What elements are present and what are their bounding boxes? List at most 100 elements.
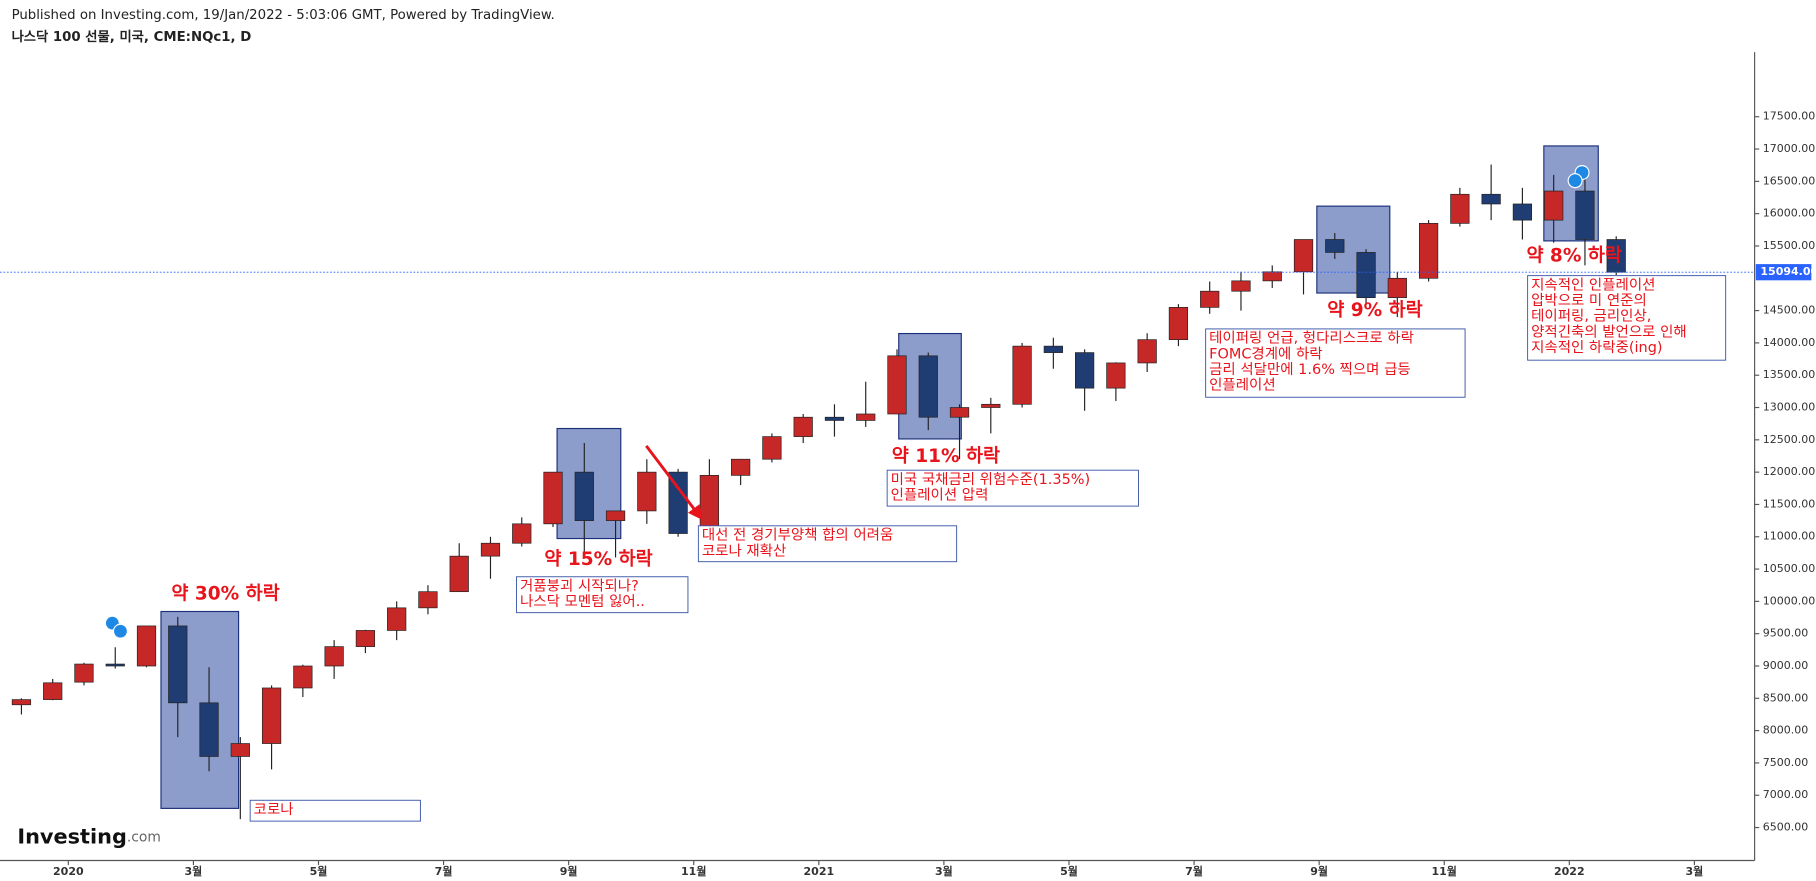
y-tick-label: 9000.00 xyxy=(1763,659,1809,672)
note-box xyxy=(886,469,1139,507)
candle-body xyxy=(1106,362,1126,389)
y-tick-label: 8000.00 xyxy=(1763,724,1809,737)
candle-body xyxy=(449,555,469,593)
candle-body xyxy=(418,591,438,609)
candle-body xyxy=(887,355,907,415)
x-tick-label: 2022 xyxy=(1554,865,1585,878)
drawdown-label: 약 8% 하락 xyxy=(1526,244,1621,266)
y-tick-label: 6500.00 xyxy=(1763,821,1809,834)
y-tick-label: 16000.00 xyxy=(1763,207,1816,220)
x-tick-label: 3월 xyxy=(1686,864,1704,878)
note-text: 테이퍼링 언급, 헝다리스크로 하락 xyxy=(1209,330,1414,347)
x-tick-label: 5월 xyxy=(310,864,328,878)
candle-body xyxy=(1075,352,1095,389)
note-text: 테이퍼링, 금리인상, xyxy=(1531,308,1651,325)
candle-body xyxy=(1012,345,1032,405)
candle-body xyxy=(11,699,32,706)
note-text: 지속적인 인플레이션 xyxy=(1531,276,1655,293)
y-tick-label: 13000.00 xyxy=(1763,401,1816,414)
y-tick-label: 17500.00 xyxy=(1763,110,1816,123)
y-tick-label: 7500.00 xyxy=(1763,756,1809,769)
candle-body xyxy=(1137,339,1157,364)
last-price-label: 15094.00 xyxy=(1760,265,1816,278)
candle-body xyxy=(1418,223,1439,279)
x-tick-label: 7월 xyxy=(435,864,453,878)
event-marker xyxy=(1567,173,1583,189)
last-price-box xyxy=(1755,264,1812,281)
candle-body xyxy=(387,607,407,631)
candle-body xyxy=(136,625,157,667)
candle-body xyxy=(793,416,813,437)
candle-body xyxy=(918,355,938,418)
candle-body xyxy=(355,630,376,647)
candle-body xyxy=(1387,277,1407,299)
y-tick-label: 12500.00 xyxy=(1763,433,1816,446)
drawdown-label: 약 9% 하락 xyxy=(1327,299,1422,321)
candle-body xyxy=(1293,239,1314,273)
note-text: 양적긴축의 발언으로 인해 xyxy=(1531,323,1687,340)
chart-title: 나스닥 100 선물, 미국, CME:NQc1, D xyxy=(12,28,252,45)
candle-body xyxy=(637,471,657,512)
arrow xyxy=(645,445,703,520)
candle-body xyxy=(293,665,313,689)
candle-body xyxy=(1450,193,1470,224)
y-tick-label: 7000.00 xyxy=(1763,788,1809,801)
published-note: Published on Investing.com, 19/Jan/2022 … xyxy=(12,8,555,23)
note-text: 코로나 xyxy=(254,801,294,818)
candle-body xyxy=(230,743,250,757)
note-text: 나스닥 모멘텀 잃어.. xyxy=(520,593,645,610)
x-tick-label: 9월 xyxy=(1310,864,1328,878)
logo-brand: Investing xyxy=(17,824,127,848)
candle-body xyxy=(324,646,344,667)
candle-body xyxy=(824,416,845,421)
candle-body xyxy=(1168,307,1189,341)
candle-body xyxy=(762,436,782,460)
candle-body xyxy=(1575,190,1595,240)
y-tick-label: 11500.00 xyxy=(1763,497,1816,510)
y-tick-label: 12000.00 xyxy=(1763,465,1816,478)
candle-body xyxy=(105,663,125,667)
y-tick-label: 10000.00 xyxy=(1763,594,1816,607)
candle-body xyxy=(1231,280,1251,292)
candle-body xyxy=(261,687,282,744)
x-tick-label: 2021 xyxy=(804,865,835,878)
candle-body xyxy=(74,663,94,683)
candle-body xyxy=(856,413,876,421)
y-tick-label: 13500.00 xyxy=(1763,368,1816,381)
candle-body xyxy=(1200,290,1220,308)
candle-body xyxy=(1512,203,1533,221)
drawdown-label: 약 30% 하락 xyxy=(171,583,279,605)
x-tick-label: 11월 xyxy=(681,864,706,878)
note-text: 금리 석달만에 1.6% 찍으며 급등 xyxy=(1209,361,1411,378)
y-tick-label: 11000.00 xyxy=(1763,530,1816,543)
drawdown-label: 약 15% 하락 xyxy=(544,548,652,570)
note-text: 거품붕괴 시작되나? xyxy=(520,578,639,595)
candle-body xyxy=(574,471,594,521)
candle-body xyxy=(981,403,1001,408)
note-text: 지속적인 하락중(ing) xyxy=(1531,339,1662,356)
candle-body xyxy=(1356,252,1376,299)
y-tick-label: 9500.00 xyxy=(1763,627,1809,640)
y-tick-label: 15500.00 xyxy=(1763,239,1816,252)
drawdown-boxes xyxy=(160,145,1599,809)
y-tick-label: 14000.00 xyxy=(1763,336,1816,349)
candle-body xyxy=(199,702,219,757)
candle-body xyxy=(1043,345,1063,353)
y-tick-label: 8500.00 xyxy=(1763,691,1809,704)
candle-body xyxy=(699,475,719,534)
note-box xyxy=(1205,328,1466,398)
x-tick-label: 9월 xyxy=(560,864,578,878)
note-box xyxy=(249,799,421,822)
candle-body xyxy=(543,471,563,525)
candle-body xyxy=(949,407,970,418)
y-tick-label: 14500.00 xyxy=(1763,304,1816,317)
event-marker xyxy=(112,623,128,639)
note-text: 압박으로 미 연준의 xyxy=(1531,292,1647,309)
candle-body xyxy=(1544,190,1564,221)
note-text: 인플레이션 xyxy=(1209,377,1276,394)
note-box xyxy=(1527,275,1727,361)
candle-body xyxy=(605,510,626,521)
note-text: 대선 전 경기부양책 합의 어려움 xyxy=(702,527,893,544)
